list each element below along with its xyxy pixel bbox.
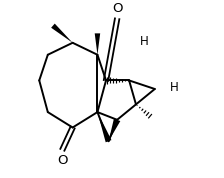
- Polygon shape: [109, 119, 120, 141]
- Polygon shape: [51, 24, 73, 43]
- Text: O: O: [112, 2, 122, 15]
- Text: H: H: [170, 81, 179, 94]
- Text: O: O: [57, 154, 68, 167]
- Text: H: H: [139, 35, 148, 48]
- Polygon shape: [97, 112, 112, 142]
- Polygon shape: [95, 33, 100, 55]
